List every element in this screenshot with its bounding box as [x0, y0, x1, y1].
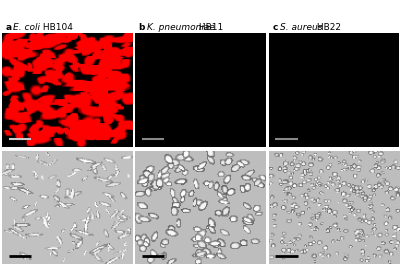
Text: c: c [272, 23, 278, 32]
Text: b: b [139, 23, 145, 32]
Text: K. pneumoniae: K. pneumoniae [147, 23, 214, 32]
Text: HB22: HB22 [314, 23, 341, 32]
Text: HB104: HB104 [40, 23, 73, 32]
Text: E. coli: E. coli [13, 23, 40, 32]
Text: S. aureus: S. aureus [280, 23, 323, 32]
Text: HB11: HB11 [196, 23, 223, 32]
Text: a: a [5, 23, 11, 32]
